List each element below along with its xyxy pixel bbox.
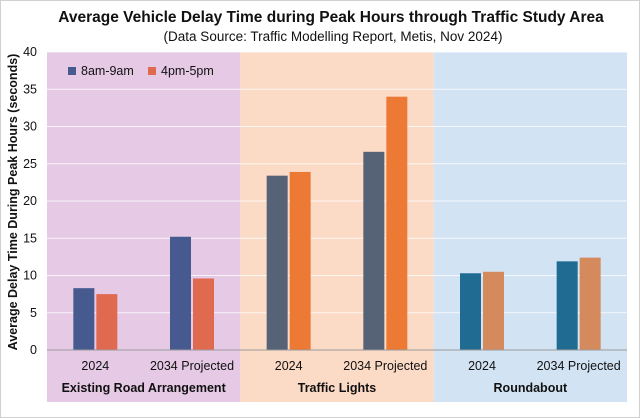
y-tick-label: 0 — [30, 343, 37, 357]
bar-1-1-1 — [386, 96, 408, 350]
group-label: Existing Road Arrangement — [62, 381, 227, 395]
bar-0-1-1 — [193, 278, 214, 350]
legend-swatch-0 — [68, 67, 76, 75]
y-tick-label: 15 — [23, 231, 37, 245]
y-tick-label: 25 — [23, 157, 37, 171]
category-label: 2024 — [468, 359, 496, 373]
group-label: Roundabout — [494, 381, 568, 395]
category-label: 2034 Projected — [537, 359, 621, 373]
legend-label-0: 8am-9am — [81, 64, 134, 78]
bar-2-1-1 — [579, 257, 601, 350]
y-tick-label: 10 — [23, 269, 37, 283]
bar-0-0-1 — [96, 294, 118, 350]
y-axis-label: Average Delay Time During Peak Hours (se… — [6, 54, 20, 351]
category-label: 2024 — [275, 359, 303, 373]
group-label: Traffic Lights — [298, 381, 377, 395]
y-tick-label: 5 — [30, 306, 37, 320]
bar-2-0-0 — [460, 273, 481, 350]
category-label: 2034 Projected — [150, 359, 234, 373]
chart-title: Average Vehicle Delay Time during Peak H… — [58, 9, 604, 26]
bar-1-1-0 — [363, 151, 385, 350]
bar-1-0-1 — [289, 171, 311, 350]
chart-subtitle: (Data Source: Traffic Modelling Report, … — [164, 29, 503, 44]
legend-swatch-1 — [148, 67, 156, 75]
bar-0-1-0 — [170, 236, 191, 350]
bar-0-0-0 — [73, 288, 95, 350]
y-tick-label: 40 — [23, 45, 37, 59]
category-label: 2024 — [81, 359, 109, 373]
bar-2-0-1 — [483, 271, 504, 350]
bar-1-0-0 — [266, 175, 288, 350]
category-label: 2034 Projected — [343, 359, 427, 373]
y-tick-label: 35 — [23, 82, 37, 96]
legend-label-1: 4pm-5pm — [161, 64, 214, 78]
y-tick-label: 30 — [23, 120, 37, 134]
y-tick-label: 20 — [23, 194, 37, 208]
bar-2-1-0 — [556, 261, 578, 350]
